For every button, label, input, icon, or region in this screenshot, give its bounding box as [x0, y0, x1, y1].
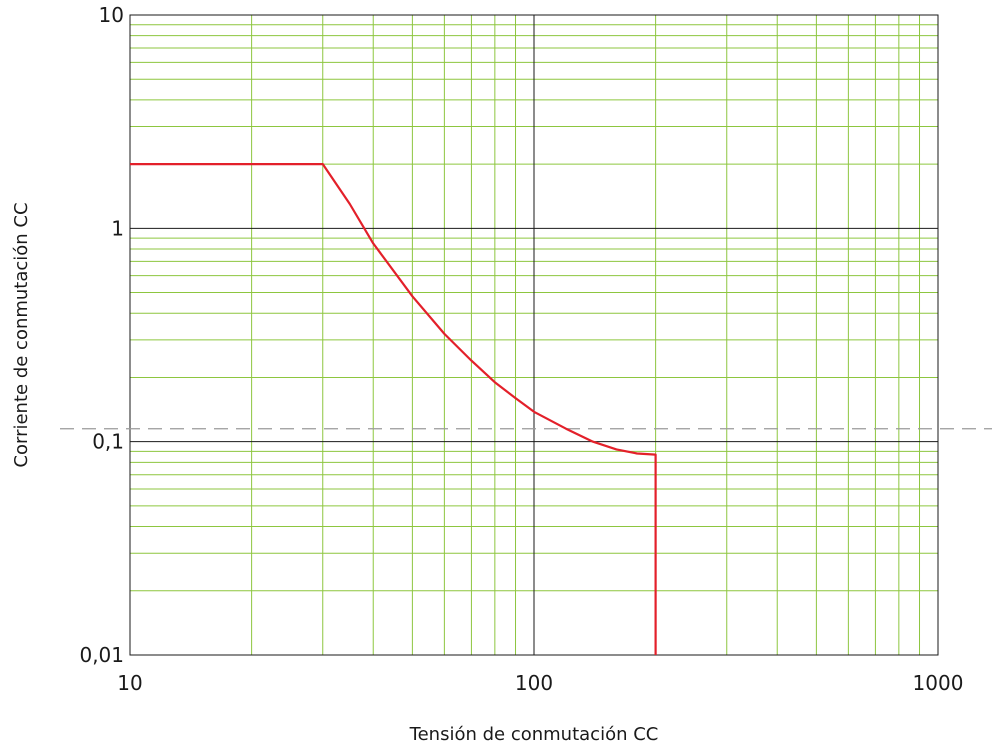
- y-tick-label: 0,1: [92, 430, 124, 454]
- y-tick-label: 1: [111, 216, 124, 240]
- y-tick-label: 0,01: [79, 643, 124, 667]
- x-tick-label: 10: [117, 671, 142, 695]
- x-tick-labels: 10 100 1000: [117, 671, 963, 695]
- x-tick-label: 1000: [913, 671, 964, 695]
- x-tick-label: 100: [515, 671, 553, 695]
- series-line: [130, 163, 657, 655]
- x-axis-label: Tensión de conmutación CC: [409, 724, 659, 745]
- y-tick-labels: 10 1 0,1 0,01: [79, 3, 124, 667]
- plot-frame: [129, 14, 939, 656]
- y-tick-label: 10: [99, 3, 124, 27]
- y-axis-label: Corriente de conmutación CC: [11, 202, 32, 467]
